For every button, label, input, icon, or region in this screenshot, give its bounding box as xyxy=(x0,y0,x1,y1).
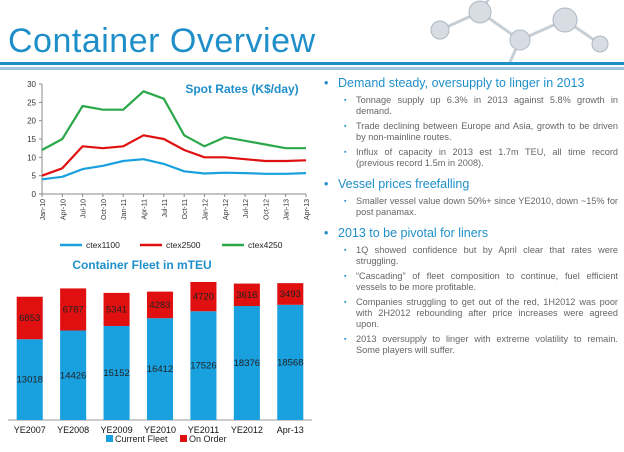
category-label: YE2008 xyxy=(57,425,89,435)
y-tick-label: 20 xyxy=(27,117,36,126)
bar-on-order xyxy=(233,283,260,307)
data-label: 17526 xyxy=(190,361,216,372)
bar-current-fleet xyxy=(277,304,304,420)
bar-current-fleet xyxy=(60,330,87,420)
legend-label-ctex2500: ctex2500 xyxy=(166,240,201,250)
bar-on-order xyxy=(190,282,217,312)
category-label: YE2011 xyxy=(188,425,219,435)
x-tick-label: Jul-12 xyxy=(243,199,250,218)
bullet-item: Trade declining between Europe and Asia,… xyxy=(344,121,618,143)
bar-current-fleet xyxy=(16,339,43,420)
y-tick-label: 10 xyxy=(27,153,36,162)
bullet-item: Tonnage supply up 6.3% in 2013 against 5… xyxy=(344,95,618,117)
category-label: YE2012 xyxy=(231,425,263,435)
fleet-chart-title: Container Fleet in mTEU xyxy=(72,258,211,272)
x-tick-label: Jul-11 xyxy=(162,199,169,218)
bar-on-order xyxy=(103,292,130,327)
y-tick-label: 5 xyxy=(32,172,37,181)
legend-label: Current Fleet xyxy=(115,434,168,444)
data-label: 14426 xyxy=(60,370,86,381)
category-label: YE2010 xyxy=(144,425,176,435)
bullet-section: Demand steady, oversupply to linger in 2… xyxy=(322,76,618,169)
legend-swatch xyxy=(180,435,187,442)
x-tick-label: Jan-10 xyxy=(40,199,47,221)
page-title: Container Overview xyxy=(8,22,316,60)
spot-rates-chart: 0 5 10 15 20 25 30 Jan-10 Apr-10 Jul-10 Oct-10 Jan-… xyxy=(27,80,311,250)
spot-chart-title: Spot Rates (K$/day) xyxy=(185,82,298,96)
data-label: 16412 xyxy=(147,364,173,375)
legend-label-ctex4250: ctex4250 xyxy=(248,240,283,250)
data-label: 15152 xyxy=(103,368,129,379)
data-label: 6787 xyxy=(63,304,84,315)
title-divider xyxy=(0,62,624,70)
y-tick-label: 25 xyxy=(27,98,36,107)
bar-on-order xyxy=(60,288,87,331)
category-label: YE2007 xyxy=(14,425,46,435)
bullet-item: 1Q showed confidence but by April clear … xyxy=(344,245,618,267)
bullet-item: Influx of capacity in 2013 est 1.7m TEU,… xyxy=(344,147,618,169)
category-label: YE2009 xyxy=(101,425,133,435)
data-label: 6853 xyxy=(19,313,40,324)
data-label: 3616 xyxy=(236,290,257,301)
x-tick-label: Oct-11 xyxy=(182,199,189,220)
y-tick-label: 30 xyxy=(27,80,36,89)
molecule-graphic xyxy=(430,0,609,62)
data-label: 13018 xyxy=(17,375,43,386)
x-tick-label: Jan-12 xyxy=(202,199,209,221)
bullet-item: 2013 oversupply to linger with extreme v… xyxy=(344,334,618,356)
data-label: 3493 xyxy=(280,289,301,300)
y-tick-label: 15 xyxy=(27,135,36,144)
x-tick-label: Apr-10 xyxy=(60,199,67,220)
bullet-heading: Vessel prices freefalling xyxy=(322,177,618,192)
x-tick-label: Jan-13 xyxy=(284,199,291,221)
container-fleet-chart: Container Fleet in mTEU 13018 6853 YE2007 14… xyxy=(8,258,312,444)
x-tick-label: Apr-11 xyxy=(142,199,149,220)
category-label: Apr-13 xyxy=(277,425,304,435)
y-tick-label: 0 xyxy=(32,190,37,199)
bar-current-fleet xyxy=(190,311,217,420)
bar-on-order xyxy=(277,283,304,305)
legend-label-ctex1100: ctex1100 xyxy=(86,240,120,250)
x-tick-label: Apr-12 xyxy=(223,199,230,220)
bullet-section: 2013 to be pivotal for liners 1Q showed c… xyxy=(322,226,618,356)
x-tick-label: Oct-10 xyxy=(101,199,108,220)
data-label: 5341 xyxy=(106,304,127,315)
bullet-item: “Cascading” of fleet composition to cont… xyxy=(344,271,618,293)
x-tick-label: Jul-10 xyxy=(81,199,88,218)
bar-current-fleet xyxy=(233,306,260,420)
bar-current-fleet xyxy=(103,326,130,420)
series-line-ctex4250 xyxy=(41,90,306,151)
data-label: 4283 xyxy=(149,300,170,311)
data-label: 18376 xyxy=(234,358,260,369)
bullet-item: Companies struggling to get out of the r… xyxy=(344,297,618,330)
legend-label: On Order xyxy=(189,434,227,444)
data-label: 18568 xyxy=(277,357,303,368)
bar-on-order xyxy=(146,291,174,319)
series-line-ctex2500 xyxy=(41,134,307,177)
x-tick-label: Jan-11 xyxy=(121,199,128,220)
bullet-item: Smaller vessel value down 50%+ since YE2… xyxy=(344,196,618,218)
bar-on-order xyxy=(16,296,43,340)
data-label: 4720 xyxy=(193,292,214,303)
bullet-heading: 2013 to be pivotal for liners xyxy=(322,226,618,241)
bullet-heading: Demand steady, oversupply to linger in 2… xyxy=(322,76,618,91)
bullet-section: Vessel prices freefalling Smaller vessel … xyxy=(322,177,618,218)
series-line-ctex1100 xyxy=(41,158,307,181)
x-tick-label: Oct-12 xyxy=(263,199,270,220)
legend-swatch xyxy=(106,435,113,442)
x-tick-label: Apr-13 xyxy=(304,199,311,220)
bar-current-fleet xyxy=(146,318,174,420)
bullet-list: Demand steady, oversupply to linger in 2… xyxy=(322,76,618,364)
